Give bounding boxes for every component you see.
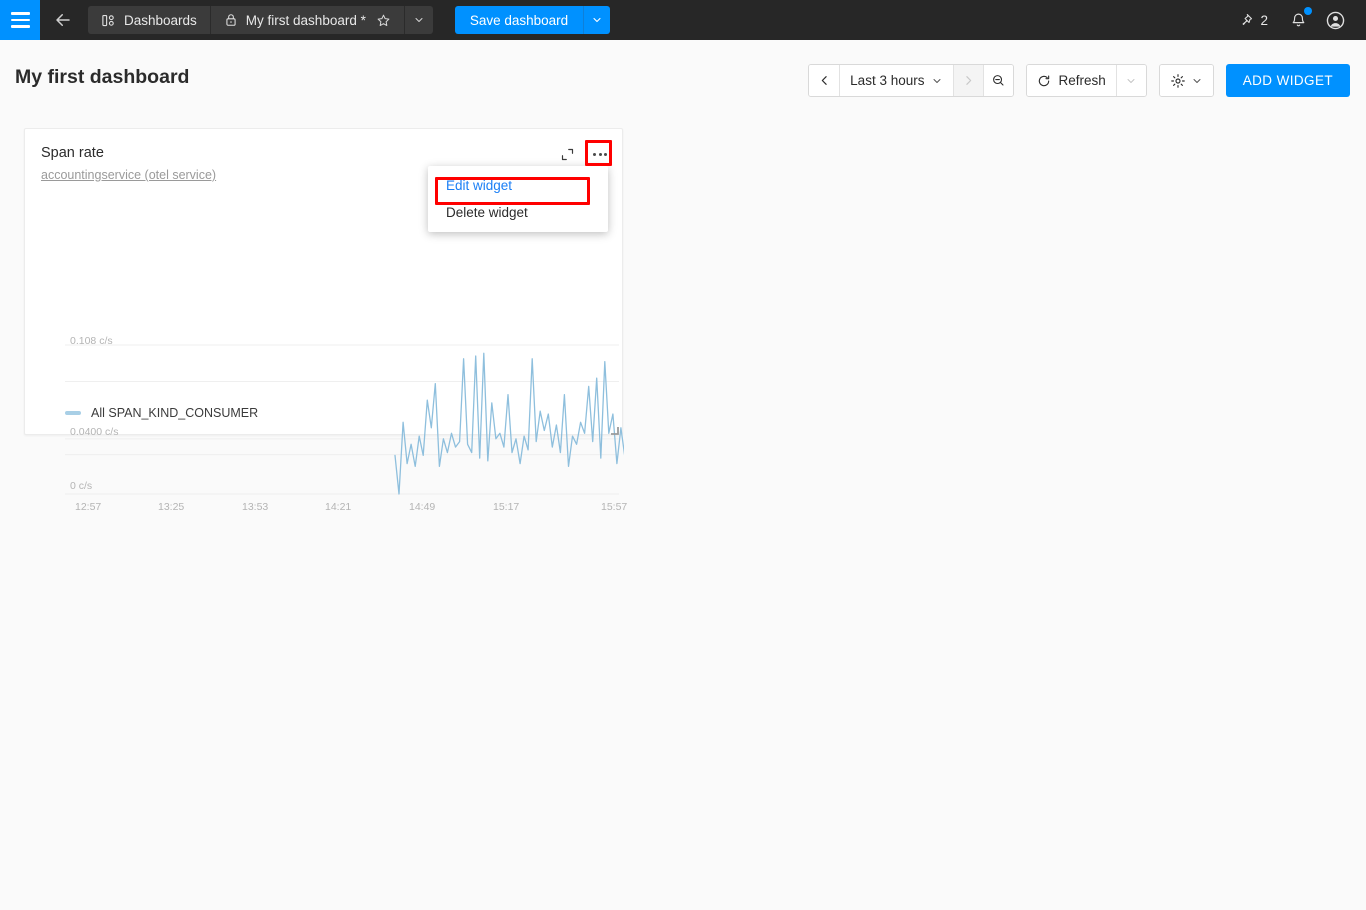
- more-horizontal-icon-dot: [598, 152, 602, 156]
- tab-dashboards-label: Dashboards: [124, 12, 197, 28]
- zoom-out-button[interactable]: [983, 65, 1014, 96]
- pinned-items-count: 2: [1260, 12, 1268, 28]
- x-axis-tick-label: 13:25: [158, 501, 185, 513]
- chevron-down-icon: [593, 17, 601, 23]
- tabs-overflow-button[interactable]: [405, 6, 433, 34]
- topbar-right-actions: 2: [1227, 6, 1366, 31]
- x-axis-tick-label: 14:49: [409, 501, 436, 513]
- hamburger-icon-line: [10, 25, 30, 28]
- time-range-group: Last 3 hours: [808, 64, 1015, 97]
- notification-badge-dot: [1304, 6, 1312, 15]
- y-axis-tick-label: 0.108 c/s: [70, 335, 113, 347]
- chart-series-line: [394, 352, 630, 495]
- chart-legend[interactable]: All SPAN_KIND_CONSUMER: [65, 406, 258, 420]
- more-horizontal-icon-dot: [604, 152, 607, 156]
- add-widget-button[interactable]: ADD WIDGET: [1225, 64, 1350, 97]
- refresh-button[interactable]: Refresh: [1027, 65, 1116, 96]
- pin-icon: [1243, 13, 1253, 25]
- x-axis-tick-label: 12:57: [75, 501, 102, 513]
- legend-item-label: All SPAN_KIND_CONSUMER: [91, 406, 259, 420]
- dashboard-settings-button[interactable]: [1159, 65, 1213, 96]
- top-navigation-bar: Dashboards My first dashboard * Save das…: [0, 0, 1366, 40]
- y-axis-tick-label: 0 c/s: [70, 480, 93, 492]
- widget-card-span-rate: Span rate accountingservice (otel servic…: [24, 128, 630, 513]
- user-avatar-icon: [1326, 11, 1345, 29]
- widget-subtitle-link[interactable]: accountingservice (otel service): [41, 168, 217, 182]
- tab-my-first-dashboard[interactable]: My first dashboard *: [210, 6, 405, 34]
- chart-gridlines: [65, 344, 619, 495]
- save-dashboard-group: Save dashboard: [454, 6, 611, 34]
- widget-actions: [556, 143, 612, 165]
- lock-icon: [226, 14, 236, 26]
- time-range-label: Last 3 hours: [850, 73, 925, 88]
- save-dashboard-caret-button[interactable]: [584, 6, 611, 34]
- legend-color-swatch: [65, 411, 81, 415]
- refresh-group: Refresh: [1026, 64, 1147, 97]
- settings-group: [1158, 64, 1214, 97]
- y-axis-tick-label: 0.0400 c/s: [70, 426, 119, 438]
- chevron-down-icon: [415, 18, 423, 22]
- x-axis-tick-label: 14:21: [325, 501, 352, 513]
- notifications-button[interactable]: [1278, 6, 1319, 29]
- x-axis-tick-label: 13:53: [242, 501, 269, 513]
- chevron-left-icon: [821, 76, 827, 85]
- hamburger-icon-line: [10, 18, 30, 22]
- expand-icon: [561, 148, 573, 160]
- pinned-items-button[interactable]: 2: [1227, 12, 1278, 29]
- back-arrow-icon: [56, 14, 70, 26]
- widget-more-options-button[interactable]: [588, 143, 612, 165]
- x-axis-tick-label: 15:17: [493, 501, 520, 513]
- favorite-star-button[interactable]: [376, 13, 391, 28]
- chevron-down-icon: [933, 78, 941, 83]
- widget-expand-button[interactable]: [556, 143, 578, 165]
- time-range-selector[interactable]: Last 3 hours: [839, 65, 954, 96]
- hamburger-menu-button[interactable]: [0, 0, 40, 40]
- refresh-label: Refresh: [1058, 73, 1106, 88]
- chevron-right-icon: [966, 76, 972, 85]
- refresh-interval-caret-button[interactable]: [1115, 65, 1146, 96]
- star-outline-icon: [377, 14, 390, 26]
- more-horizontal-icon-dot: [593, 152, 596, 156]
- gear-icon: [1170, 73, 1185, 88]
- hamburger-icon-line: [10, 12, 30, 15]
- chart-plot-svg: [65, 344, 630, 495]
- time-range-next-button[interactable]: [953, 65, 984, 96]
- dashboards-grid-icon: [102, 14, 114, 26]
- tab-my-first-dashboard-label: My first dashboard *: [245, 12, 366, 28]
- zoom-out-icon: [993, 75, 1004, 86]
- x-axis-tick-label: 15:57: [601, 501, 628, 513]
- widget-resize-handle[interactable]: [609, 422, 619, 435]
- widget-title: Span rate: [41, 145, 104, 161]
- widget-context-menu: Edit widget Delete widget: [428, 166, 608, 232]
- refresh-icon: [1039, 74, 1050, 86]
- save-dashboard-button[interactable]: Save dashboard: [454, 6, 585, 34]
- span-rate-chart: 0.108 c/s 0.0400 c/s 0 c/s 12:57 13:25 1…: [25, 201, 630, 513]
- tab-dashboards[interactable]: Dashboards: [88, 6, 211, 34]
- context-menu-item-edit-widget[interactable]: Edit widget: [446, 178, 513, 193]
- page-title: My first dashboard: [15, 66, 190, 88]
- time-range-previous-button[interactable]: [809, 65, 840, 96]
- chevron-down-icon: [1127, 78, 1135, 83]
- resize-handle-icon: [611, 427, 619, 435]
- chevron-down-icon: [1193, 78, 1201, 83]
- context-menu-item-delete-widget[interactable]: Delete widget: [446, 205, 528, 220]
- user-avatar-button[interactable]: [1319, 10, 1354, 31]
- dashboard-tabs: Dashboards My first dashboard *: [88, 6, 433, 34]
- bell-icon: [1292, 13, 1305, 26]
- dashboard-toolbar: Last 3 hours Refresh: [808, 64, 1350, 97]
- back-button[interactable]: [40, 0, 86, 40]
